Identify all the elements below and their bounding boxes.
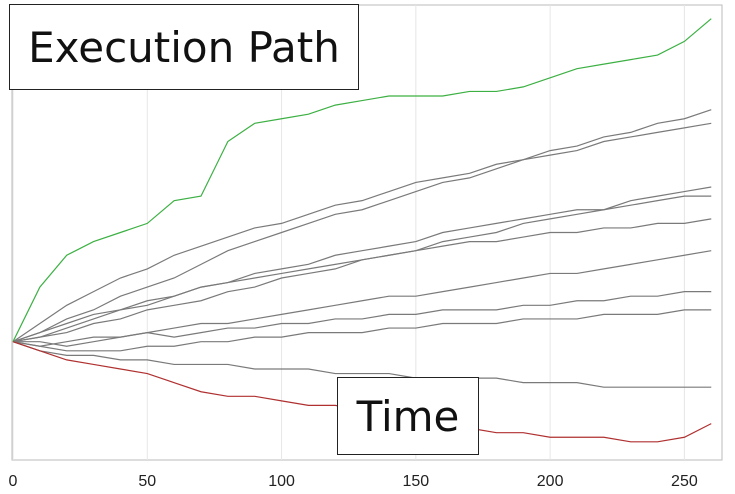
series-line xyxy=(12,195,712,343)
y-axis-label: Execution Path xyxy=(9,4,359,90)
x-tick-label: 0 xyxy=(9,473,18,490)
series-line xyxy=(12,309,712,352)
x-axis-label: Time xyxy=(337,377,479,455)
series-line xyxy=(13,291,712,347)
x-tick-label: 200 xyxy=(537,473,564,490)
series-line xyxy=(12,122,712,343)
series-line xyxy=(12,218,712,343)
x-tick-label: 100 xyxy=(268,473,295,490)
series-line xyxy=(12,341,712,388)
x-tick-label: 250 xyxy=(671,473,698,490)
x-tick-label: 50 xyxy=(138,473,156,490)
x-tick-label: 150 xyxy=(402,473,429,490)
series-line xyxy=(12,109,712,343)
series-line xyxy=(12,18,712,342)
